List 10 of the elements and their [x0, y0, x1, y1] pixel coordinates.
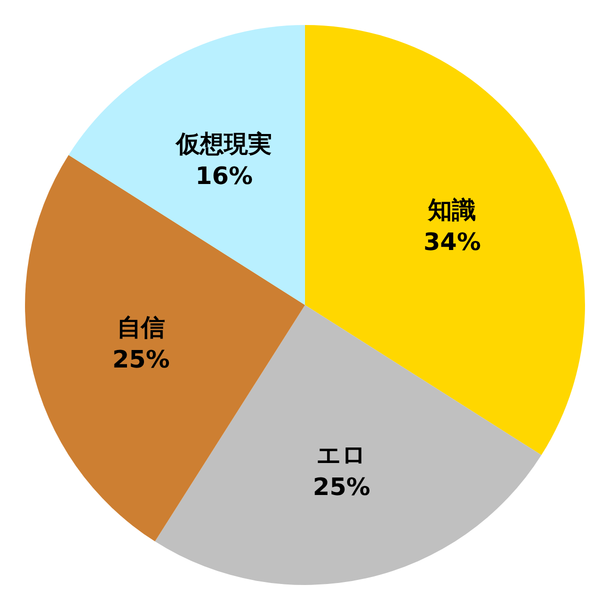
slice-label: エロ — [316, 440, 367, 469]
data-label: 25% — [312, 472, 370, 501]
slice-label: 知識 — [427, 196, 476, 224]
slice-label: 仮想現実 — [175, 130, 272, 158]
data-label: 25% — [112, 346, 170, 374]
pie-slice — [68, 25, 305, 305]
pie-slice — [25, 154, 305, 542]
data-label: 34% — [423, 228, 481, 256]
data-label: 16% — [195, 162, 253, 190]
slice-label: 自信 — [117, 314, 166, 342]
